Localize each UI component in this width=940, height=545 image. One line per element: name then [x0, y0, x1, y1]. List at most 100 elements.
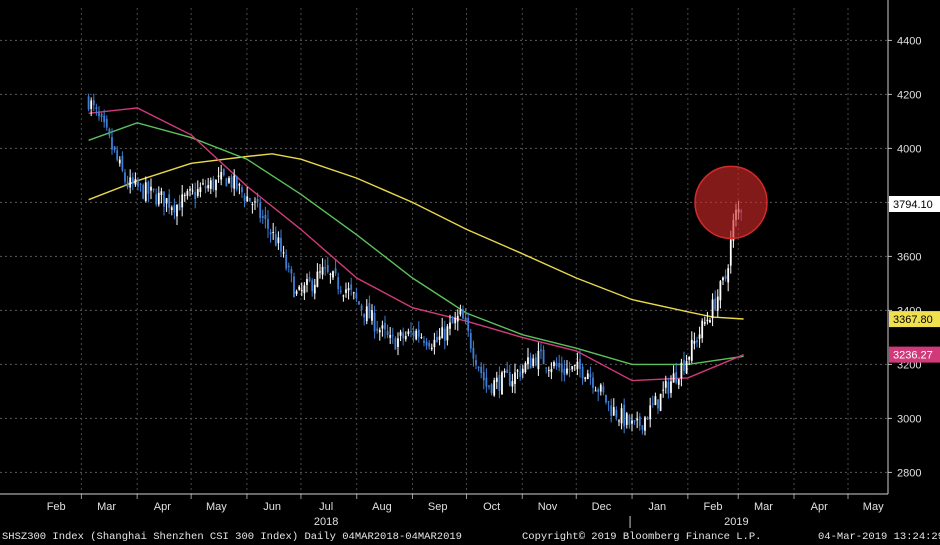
candle-body — [371, 310, 373, 321]
x-month-label: Dec — [592, 501, 612, 513]
candle-body — [540, 349, 542, 352]
candle-body — [727, 268, 730, 283]
candle-body — [514, 372, 516, 384]
candle-body — [654, 396, 657, 405]
candle-body — [199, 187, 202, 193]
candle-body — [176, 204, 178, 217]
candle-body — [599, 384, 602, 392]
candle-body — [381, 325, 384, 329]
x-month-label: Sep — [428, 501, 448, 513]
candle-body — [152, 188, 155, 191]
candle-body — [454, 317, 457, 324]
x-month-label: Aug — [372, 501, 392, 513]
candle-body — [722, 277, 724, 281]
candle-body — [144, 182, 147, 201]
candle-body — [306, 278, 308, 285]
candle-body — [560, 363, 563, 373]
candle-body — [230, 176, 233, 189]
candle-body — [267, 219, 269, 229]
candle-body — [451, 318, 454, 324]
candle-body — [657, 399, 659, 409]
candle-body — [485, 377, 488, 387]
candle-body — [189, 189, 191, 191]
candle-body — [113, 146, 116, 151]
candle-body — [443, 328, 446, 341]
candle-body — [298, 286, 301, 290]
candle-body — [98, 112, 100, 117]
candle-body — [183, 194, 186, 196]
candle-body — [332, 271, 334, 278]
candle-body — [685, 360, 688, 374]
candle-body — [345, 289, 347, 293]
candle-body — [319, 271, 321, 273]
candle-body — [225, 178, 228, 187]
candle-body — [680, 362, 683, 379]
candle-body — [412, 331, 415, 337]
price-chart: 280030003200340036003800400042004400FebM… — [0, 0, 940, 530]
x-month-label: Oct — [483, 501, 500, 513]
candle-body — [719, 281, 722, 301]
candle-body — [202, 183, 204, 185]
chart-footer: SHSZ300 Index (Shanghai Shenzhen CSI 300… — [0, 530, 940, 545]
candle-body — [633, 420, 636, 422]
candle-body — [139, 183, 142, 185]
candle-body — [251, 204, 254, 206]
candle-body — [269, 232, 272, 235]
candle-body — [579, 358, 581, 369]
candle-body — [477, 366, 480, 368]
candle-body — [430, 347, 433, 350]
candle-body — [675, 372, 678, 383]
y-tick-label: 4200 — [897, 89, 921, 101]
y-tick-label: 4400 — [897, 35, 921, 47]
candle-body — [215, 179, 217, 191]
x-month-label: May — [206, 501, 227, 513]
candle-body — [521, 368, 524, 373]
candle-body — [194, 192, 197, 199]
candle-body — [659, 393, 662, 411]
candle-body — [290, 269, 293, 274]
candle-body — [100, 113, 103, 118]
candle-body — [285, 254, 288, 269]
candle-body — [391, 335, 394, 337]
candle-body — [355, 292, 358, 299]
candle-body — [462, 309, 464, 319]
candle-body — [701, 320, 704, 339]
candle-body — [618, 420, 620, 422]
candle-body — [490, 384, 493, 394]
candle-body — [550, 369, 553, 373]
candle-body — [103, 115, 106, 123]
candle-body — [498, 375, 501, 391]
candle-body — [475, 360, 477, 366]
candle-body — [563, 368, 566, 375]
candle-body — [311, 280, 314, 292]
candle-body — [436, 336, 438, 342]
x-month-label: Apr — [811, 501, 828, 513]
candle-body — [303, 285, 306, 294]
candle-body — [423, 340, 425, 343]
candle-body — [90, 100, 93, 109]
candle-body — [488, 385, 490, 387]
x-month-label: Mar — [754, 501, 773, 513]
candle-body — [280, 237, 282, 252]
candle-body — [207, 185, 210, 189]
candle-body — [636, 418, 639, 421]
candle-body — [456, 315, 459, 322]
candle-body — [376, 328, 379, 331]
candle-body — [373, 312, 376, 332]
candle-body — [688, 356, 691, 360]
candle-body — [545, 367, 548, 369]
candle-body — [173, 205, 176, 213]
candle-body — [670, 381, 672, 393]
candle-body — [472, 347, 475, 359]
candle-body — [261, 216, 264, 218]
candle-body — [495, 377, 498, 382]
candle-body — [597, 389, 600, 392]
candle-body — [248, 197, 251, 202]
candle-body — [620, 408, 623, 424]
candle-body — [506, 369, 509, 373]
candle-body — [664, 380, 667, 388]
y-tick-label: 3600 — [897, 251, 921, 263]
candle-body — [87, 96, 90, 110]
x-month-label: Nov — [538, 501, 558, 513]
candle-body — [295, 291, 298, 294]
